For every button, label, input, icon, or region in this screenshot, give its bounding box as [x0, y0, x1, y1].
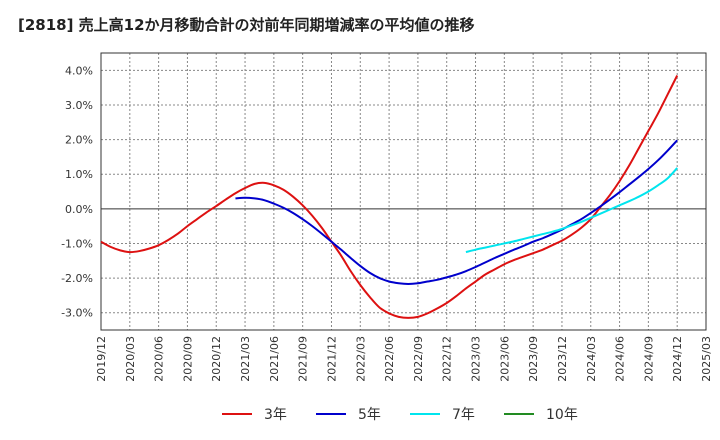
- x-tick-label: 2023/03: [470, 336, 483, 382]
- x-tick-label: 2024/06: [614, 336, 627, 382]
- series-line-3年: [100, 75, 679, 319]
- series-line-7年: [465, 167, 678, 254]
- legend-label: 10年: [546, 407, 578, 423]
- y-tick-label: 3.0%: [65, 99, 93, 112]
- y-tick-label: -1.0%: [61, 237, 93, 250]
- plot-frame: [100, 52, 707, 331]
- legend-label: 5年: [358, 407, 381, 423]
- x-axis-ticks: 2019/12 2020/03 2020/06 2020/09 2020/12 2021/…: [95, 336, 713, 382]
- plot-area: [101, 53, 706, 330]
- x-tick-label: 2021/09: [297, 336, 310, 382]
- x-tick-label: 2019/12: [95, 336, 108, 382]
- y-tick-label: 1.0%: [65, 168, 93, 181]
- x-tick-label: 2024/09: [642, 336, 655, 382]
- x-tick-label: 2021/03: [239, 336, 252, 382]
- x-tick-label: 2022/03: [354, 336, 367, 382]
- y-tick-label: 2.0%: [65, 134, 93, 147]
- y-tick-label: 4.0%: [65, 64, 93, 77]
- grid-horizontal: [101, 69, 706, 314]
- x-tick-label: 2023/06: [498, 336, 511, 382]
- legend-label: 3年: [264, 407, 287, 423]
- x-tick-label: 2020/12: [210, 336, 223, 382]
- x-tick-label: 2024/12: [671, 336, 684, 382]
- y-axis-ticks: 4.0% 3.0% 2.0% 1.0% 0.0% -1.0% -2.0% -3.0%: [61, 64, 93, 319]
- x-tick-label: 2022/12: [441, 336, 454, 382]
- y-tick-label: -2.0%: [61, 272, 93, 285]
- x-tick-label: 2022/09: [412, 336, 425, 382]
- x-tick-label: 2022/06: [383, 336, 396, 382]
- x-tick-label: 2020/06: [153, 336, 166, 382]
- x-tick-label: 2023/09: [527, 336, 540, 382]
- chart-title: [2818] 売上高12か月移動合計の対前年同期増減率の平均値の推移: [18, 16, 475, 34]
- y-tick-label: -3.0%: [61, 307, 93, 320]
- y-tick-label: 0.0%: [65, 203, 93, 216]
- x-tick-label: 2025/03: [700, 336, 713, 382]
- legend: 3年 5年 7年 10年: [222, 407, 578, 423]
- x-tick-label: 2020/09: [181, 336, 194, 382]
- legend-label: 7年: [452, 407, 475, 423]
- x-tick-label: 2020/03: [124, 336, 137, 382]
- x-tick-label: 2024/03: [585, 336, 598, 382]
- x-tick-label: 2021/06: [268, 336, 281, 382]
- series-line-5年: [235, 139, 678, 285]
- x-tick-label: 2021/12: [325, 336, 338, 382]
- series-lines: [100, 75, 679, 319]
- x-tick-label: 2023/12: [556, 336, 569, 382]
